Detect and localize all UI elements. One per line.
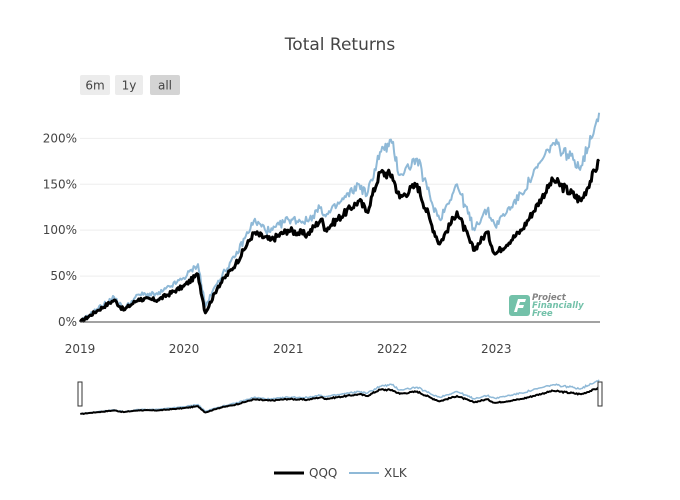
- y-tick-label: 200%: [43, 131, 77, 145]
- range-button-1y[interactable]: 1y: [115, 75, 143, 95]
- range-slider-series: [80, 379, 600, 415]
- mini-series-line-xlk: [80, 379, 600, 415]
- main-plot-series: [78, 112, 601, 323]
- watermark-line-2: Financially: [532, 301, 584, 311]
- x-axis-ticks: 2019 2020 2021 2022 2023: [65, 342, 512, 356]
- range-slider[interactable]: [77, 376, 603, 436]
- legend-item-xlk[interactable]: XLK: [349, 466, 408, 480]
- y-tick-label: 0%: [58, 315, 77, 329]
- range-button-6m[interactable]: 6m: [80, 75, 110, 95]
- range-button-bg[interactable]: [115, 75, 143, 95]
- pff-logo-mark: [514, 299, 526, 312]
- x-tick-label: 2020: [169, 342, 200, 356]
- chart-title: Total Returns: [284, 35, 396, 55]
- range-selector: 6m 1y all: [80, 75, 180, 95]
- legend-item-qqq[interactable]: QQQ: [274, 466, 337, 480]
- x-tick-label: 2019: [65, 342, 96, 356]
- series-line-xlk: [79, 112, 601, 323]
- legend-label: QQQ: [309, 466, 337, 480]
- range-button-bg[interactable]: [80, 75, 110, 95]
- range-button-label: all: [158, 79, 172, 93]
- x-tick-label: 2023: [481, 342, 512, 356]
- y-gridlines: [80, 137, 600, 277]
- watermark-logo: Project Financially Free: [509, 293, 584, 319]
- range-slider-right-handle[interactable]: [597, 381, 603, 407]
- watermark-line-3: Free: [532, 309, 553, 319]
- range-button-label: 1y: [122, 79, 137, 93]
- x-tick-label: 2021: [273, 342, 304, 356]
- series-line-qqq: [78, 158, 601, 323]
- mini-series-line-qqq: [80, 386, 600, 415]
- range-button-all[interactable]: all: [150, 75, 180, 95]
- legend-label: XLK: [384, 466, 408, 480]
- watermark-line-1: Project: [532, 293, 567, 303]
- range-button-bg[interactable]: [150, 75, 180, 95]
- x-tick-label: 2022: [377, 342, 408, 356]
- y-axis-ticks: 0% 50% 100% 150% 200%: [43, 131, 77, 329]
- range-button-label: 6m: [85, 79, 104, 93]
- range-slider-left-handle[interactable]: [77, 381, 83, 407]
- range-slider-bg[interactable]: [80, 376, 600, 436]
- legend: QQQ XLK: [274, 466, 408, 480]
- y-tick-label: 100%: [43, 223, 77, 237]
- y-tick-label: 50%: [50, 269, 77, 283]
- y-tick-label: 150%: [43, 177, 77, 191]
